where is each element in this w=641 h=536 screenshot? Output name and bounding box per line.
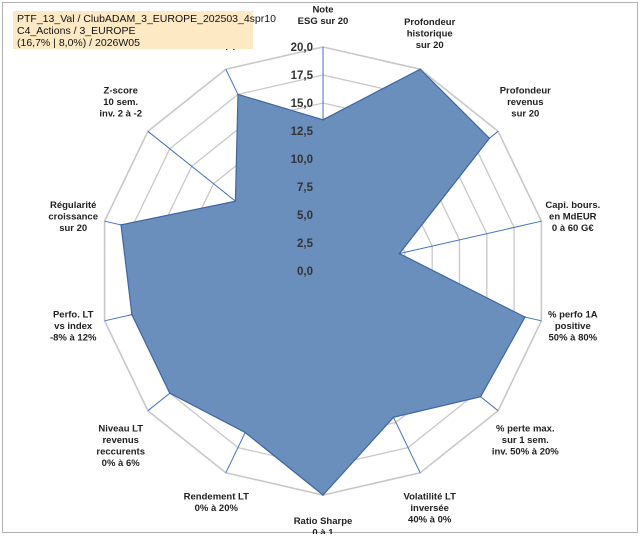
axis-label-3-line-2: 0 à 60 G€	[552, 223, 594, 234]
axis-label-6: Volatilité LT inversée 40% à 0%	[403, 492, 456, 526]
tick-label-3: 7,5	[297, 182, 314, 194]
data-point-8	[244, 431, 246, 434]
axis-label-11-line-0: Régularité	[50, 200, 96, 211]
data-point-9	[169, 392, 171, 395]
axis-label-8-line-1: 0% à 20%	[195, 503, 239, 514]
axis-label-3-line-0: Capi. bours.	[545, 200, 600, 211]
axis-label-10-line-0: Perfo. LT	[53, 310, 94, 321]
tick-label-4: 10,0	[291, 154, 313, 166]
axis-label-3-line-1: en MdEUR	[549, 212, 597, 223]
axis-label-8-line-0: Rendement LT	[184, 492, 249, 503]
axis-label-6-line-2: 40% à 0%	[408, 515, 452, 526]
axis-label-12-line-2: inv. 2 à -2	[99, 109, 142, 120]
axis-label-1: Profondeur historique sur 20	[404, 17, 455, 51]
info-line-portfolio: PTF_13_Val / ClubADAM_3_EUROPE_202503_4s…	[17, 13, 276, 25]
axis-label-9-line-2: reccurents	[96, 446, 145, 457]
axis-label-5: % perte max. sur 1 sem. inv. 50% à 20%	[492, 423, 559, 457]
data-point-12	[234, 200, 237, 202]
data-point-11	[120, 224, 122, 226]
axis-label-11-line-1: croissance	[48, 212, 98, 223]
axis-label-4-line-1: positive	[555, 321, 591, 332]
axis-label-9-line-3: 0% à 6%	[102, 458, 141, 469]
axis-label-10: Perfo. LT vs index -8% à 12%	[50, 310, 97, 344]
data-point-6	[392, 416, 395, 419]
tick-label-5: 12,5	[291, 126, 314, 138]
data-point-2	[488, 137, 491, 140]
axis-label-4: % perfo 1A positive 50% à 80%	[548, 310, 598, 344]
tick-label-2: 5,0	[297, 210, 313, 222]
axis-label-2: Profondeur revenus sur 20	[500, 86, 551, 120]
data-point-1	[419, 68, 422, 70]
axis-label-12-line-0: Z-score	[104, 86, 138, 97]
tick-label-8: 20,0	[291, 42, 313, 54]
axis-label-10-line-1: vs index	[54, 321, 93, 332]
radar-chart: 0,0 2,5 5,0 7,5 10,0 12,5 15,0 17,5 20,0 Note ESG …	[48, 4, 600, 534]
info-line-category: C4_Actions / 3_EUROPE	[17, 25, 136, 37]
data-point-3	[398, 252, 401, 255]
axis-label-7: Ratio Sharpe 0 à 1	[294, 516, 353, 534]
axis-label-1-line-1: historique	[407, 29, 453, 40]
axis-label-2-line-0: Profondeur	[500, 86, 551, 97]
portfolio-info-box: PTF_13_Val / ClubADAM_3_EUROPE_202503_4s…	[13, 11, 276, 49]
info-line-stats: (16,7% | 8,0%) / 2026W05	[17, 37, 140, 49]
tick-label-7: 17,5	[291, 70, 314, 82]
tick-label-6: 15,0	[291, 98, 313, 110]
axis-label-7-line-1: 0 à 1	[312, 527, 334, 534]
axis-label-5-line-2: inv. 50% à 20%	[492, 446, 559, 457]
data-series-polygon	[120, 68, 526, 496]
axis-label-3: Capi. bours. en MdEUR 0 à 60 G€	[545, 200, 600, 234]
data-point-13	[237, 93, 239, 96]
axis-label-9: Niveau LT revenus reccurents 0% à 6%	[96, 423, 145, 469]
axis-label-0-line-0: Note	[312, 4, 333, 15]
axis-label-5-line-0: % perte max.	[496, 423, 555, 434]
axis-label-0-line-1: ESG sur 20	[298, 16, 349, 27]
axis-label-6-line-1: inversée	[410, 503, 449, 514]
tick-label-1: 2,5	[297, 238, 314, 250]
axis-label-8: Rendement LT 0% à 20%	[184, 492, 249, 515]
data-point-5	[479, 395, 482, 398]
axis-label-2-line-1: revenus	[507, 97, 543, 108]
axis-label-11-line-2: sur 20	[59, 223, 87, 234]
axis-label-12: Z-score 10 sem. inv. 2 à -2	[99, 86, 142, 120]
tick-label-0: 0,0	[297, 266, 313, 278]
axis-label-9-line-1: revenus	[102, 435, 138, 446]
axis-label-2-line-2: sur 20	[511, 109, 539, 120]
axis-label-12-line-1: 10 sem.	[103, 97, 138, 108]
data-point-10	[131, 313, 133, 316]
axis-label-11: Régularité croissance sur 20	[48, 200, 98, 234]
axis-label-4-line-2: 50% à 80%	[549, 333, 598, 344]
data-point-7	[322, 494, 324, 496]
axis-label-4-line-0: % perfo 1A	[548, 310, 598, 321]
axis-label-1-line-2: sur 20	[416, 40, 444, 51]
axis-label-7-line-0: Ratio Sharpe	[294, 516, 353, 527]
axis-label-10-line-2: -8% à 12%	[50, 333, 97, 344]
data-point-0	[322, 119, 324, 121]
axis-label-0: Note ESG sur 20	[298, 4, 349, 27]
axis-label-9-line-0: Niveau LT	[98, 423, 143, 434]
axis-label-6-line-0: Volatilité LT	[403, 492, 456, 503]
data-point-4	[524, 316, 526, 318]
axis-label-1-line-0: Profondeur	[404, 17, 455, 28]
axis-label-5-line-1: sur 1 sem.	[502, 435, 549, 446]
